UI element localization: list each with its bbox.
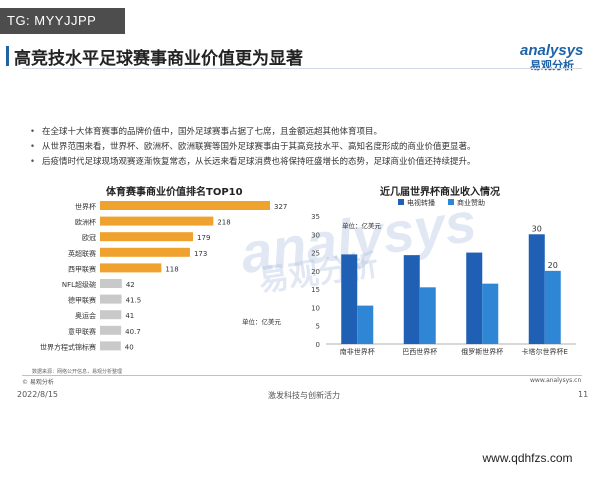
right-chart-title: 近几届世界杯商业收入情况 <box>380 187 500 198</box>
date: 2022/8/15 <box>17 390 59 399</box>
slogan: 激发科技与创新活力 <box>268 391 340 400</box>
bar <box>100 247 190 257</box>
ranking-bar-chart: 世界杯 327 欧洲杯 218 欧冠 179 英超联赛 173 西甲联赛 118 NFL超级碗 42 德… <box>40 201 287 351</box>
bar-value-label: 41.5 <box>126 297 142 305</box>
bar-data-label: 30 <box>532 224 542 233</box>
bar <box>100 310 122 320</box>
bar <box>100 201 270 210</box>
x-category-label: 南非世界杯 <box>340 347 375 356</box>
bar-value-label: 173 <box>194 250 207 258</box>
bar-value-label: 41 <box>125 312 134 320</box>
bar <box>357 305 374 344</box>
data-source: 数据来源：网络公开信息，易观分析整理 <box>32 369 123 375</box>
copyright: © 易观分析 <box>22 379 54 386</box>
logo-text-cn: 易观分析 <box>530 59 574 72</box>
bar-data-label: 20 <box>548 261 558 270</box>
logo-text-en: analysys <box>520 42 584 59</box>
legend-swatch <box>448 199 454 205</box>
page-title: 高竞技水平足球赛事商业价值更为显著 <box>14 49 303 69</box>
y-tick-label: 30 <box>311 231 320 239</box>
bar <box>341 254 358 344</box>
y-tick-label: 5 <box>316 323 320 331</box>
bullet-item: 在全球十大体育赛事的品牌价值中，国外足球赛事占据了七席，且金额远超其他体育项目。 <box>30 125 590 140</box>
bar <box>544 270 561 344</box>
url-banner[interactable]: www.qdhfzs.com <box>470 447 585 469</box>
y-tick-label: 35 <box>311 213 320 221</box>
footer-divider <box>22 375 582 376</box>
bar-value-label: 327 <box>274 203 287 211</box>
bar-category-label: 世界方程式锦标赛 <box>40 342 96 351</box>
bar <box>466 252 483 344</box>
bar <box>100 263 162 273</box>
legend-label: 商业赞助 <box>457 198 485 207</box>
channel-badge: TG: MYYJJPP <box>0 8 125 34</box>
bar-value-label: 42 <box>126 281 135 289</box>
unit-label: 单位：亿美元 <box>242 317 282 326</box>
legend-swatch <box>398 199 404 205</box>
bar <box>100 325 122 335</box>
bar <box>419 287 436 344</box>
bar-category-label: 西甲联赛 <box>68 264 96 273</box>
bar <box>528 234 545 344</box>
bullet-list: 在全球十大体育赛事的品牌价值中，国外足球赛事占据了七席，且金额远超其他体育项目。… <box>30 125 590 170</box>
bar-value-label: 179 <box>197 234 210 242</box>
title-accent <box>6 46 9 66</box>
legend-label: 电视转播 <box>407 198 435 207</box>
y-tick-label: 0 <box>316 341 320 349</box>
bar <box>100 216 214 226</box>
bar-value-label: 40.7 <box>125 328 141 336</box>
y-tick-label: 20 <box>311 268 320 276</box>
bar <box>100 232 194 242</box>
bar-value-label: 40 <box>125 343 134 351</box>
bar-category-label: 欧洲杯 <box>75 218 96 227</box>
bar <box>100 341 121 351</box>
bar-category-label: NFL超级碗 <box>62 280 96 289</box>
title-divider <box>22 68 582 69</box>
bar <box>403 255 420 344</box>
bar-category-label: 奥运会 <box>75 311 96 320</box>
x-category-label: 俄罗斯世界杯 <box>461 347 503 356</box>
bar-category-label: 欧冠 <box>82 233 96 242</box>
bar <box>100 294 122 304</box>
y-tick-label: 15 <box>311 286 320 294</box>
unit-label: 单位：亿美元 <box>342 221 382 230</box>
slide <box>14 44 586 416</box>
bar <box>100 279 122 288</box>
bullet-item: 从世界范围来看，世界杯、欧洲杯、欧洲联赛等国外足球赛事由于其高竞技水平、高知名度… <box>30 140 590 155</box>
bullet-item: 后疫情时代足球现场观赛逐渐恢复常态，从长远来看足球消费也将保持旺盛增长的态势，足… <box>30 155 590 170</box>
y-tick-label: 10 <box>311 304 320 312</box>
y-tick-label: 25 <box>311 250 320 258</box>
x-category-label: 卡塔尔世界杯E <box>522 347 568 356</box>
bar-value-label: 218 <box>217 219 230 227</box>
bar-category-label: 英超联赛 <box>68 249 96 258</box>
bar-category-label: 世界杯 <box>75 202 96 211</box>
bar-value-label: 118 <box>165 265 178 273</box>
left-chart-title: 体育赛事商业价值排名TOP10 <box>106 187 243 198</box>
website: www.analysys.cn <box>530 377 582 384</box>
bar-category-label: 意甲联赛 <box>68 327 96 336</box>
x-category-label: 巴西世界杯 <box>402 347 437 356</box>
page-number: 11 <box>578 390 589 399</box>
bar <box>482 283 499 344</box>
bar-category-label: 德甲联赛 <box>68 296 96 305</box>
